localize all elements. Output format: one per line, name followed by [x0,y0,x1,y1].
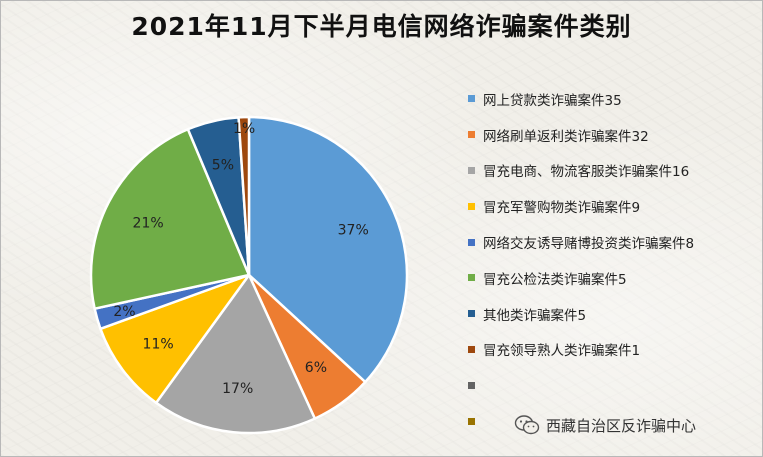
legend-swatch [468,345,475,353]
legend-item: 冒充领导熟人类诈骗案件1 [468,332,758,368]
legend-label: 冒充电商、物流客服类诈骗案件16 [483,164,690,181]
legend-swatch [468,166,475,174]
legend-swatch [468,95,475,103]
slice-percent-label: 11% [143,336,174,352]
wechat-icon [514,415,540,435]
legend-item: 网络交友诱导赌博投资类诈骗案件8 [468,224,758,260]
legend-item: 网络刷单返利类诈骗案件32 [468,117,758,153]
slice-percent-label: 5% [212,157,234,173]
pie-slice [99,273,251,405]
slice-percent-label: 17% [222,381,253,397]
legend-swatch [468,310,475,318]
legend-swatch [468,274,475,282]
legend-item [468,403,758,439]
legend-item: 网上贷款类诈骗案件35 [468,81,758,117]
pie-slice [237,115,251,277]
slice-percent-label: 37% [338,222,369,238]
slice-percent-label: 21% [133,216,164,232]
legend-swatch [468,238,475,246]
legend-label: 冒充领导熟人类诈骗案件1 [483,343,641,360]
pie-slice [247,115,409,384]
legend-swatch [468,131,475,139]
legend-label: 网络交友诱导赌博投资类诈骗案件8 [483,236,695,253]
legend-label: 冒充公检法类诈骗案件5 [483,271,627,288]
legend: 网上贷款类诈骗案件35 网络刷单返利类诈骗案件32 冒充电商、物流客服类诈骗案件16… [468,81,758,439]
pie-slice [89,128,251,310]
watermark-text: 西藏自治区反诈骗中心 [546,416,697,435]
legend-swatch [468,381,475,389]
watermark: 西藏自治区反诈骗中心 [514,414,696,436]
legend-label: 网络刷单返利类诈骗案件32 [483,128,649,145]
legend-item: 其他类诈骗案件5 [468,296,758,332]
legend-item: 冒充公检法类诈骗案件5 [468,260,758,296]
slice-percent-label: 6% [305,360,327,376]
legend-label: 网上贷款类诈骗案件35 [483,92,622,109]
legend-label: 其他类诈骗案件5 [483,307,587,324]
chart-title: 2021年11月下半月电信网络诈骗案件类别 [131,12,632,41]
slice-percent-label: 1% [233,121,255,137]
slice-percent-label: 2% [113,304,135,320]
legend-swatch [468,417,475,425]
legend-item: 冒充电商、物流客服类诈骗案件16 [468,153,758,189]
legend-swatch [468,202,475,210]
pie-slice [154,273,317,435]
legend-item [468,367,758,403]
legend-item: 冒充军警购物类诈骗案件9 [468,188,758,224]
legend-label: 冒充军警购物类诈骗案件9 [483,200,641,217]
